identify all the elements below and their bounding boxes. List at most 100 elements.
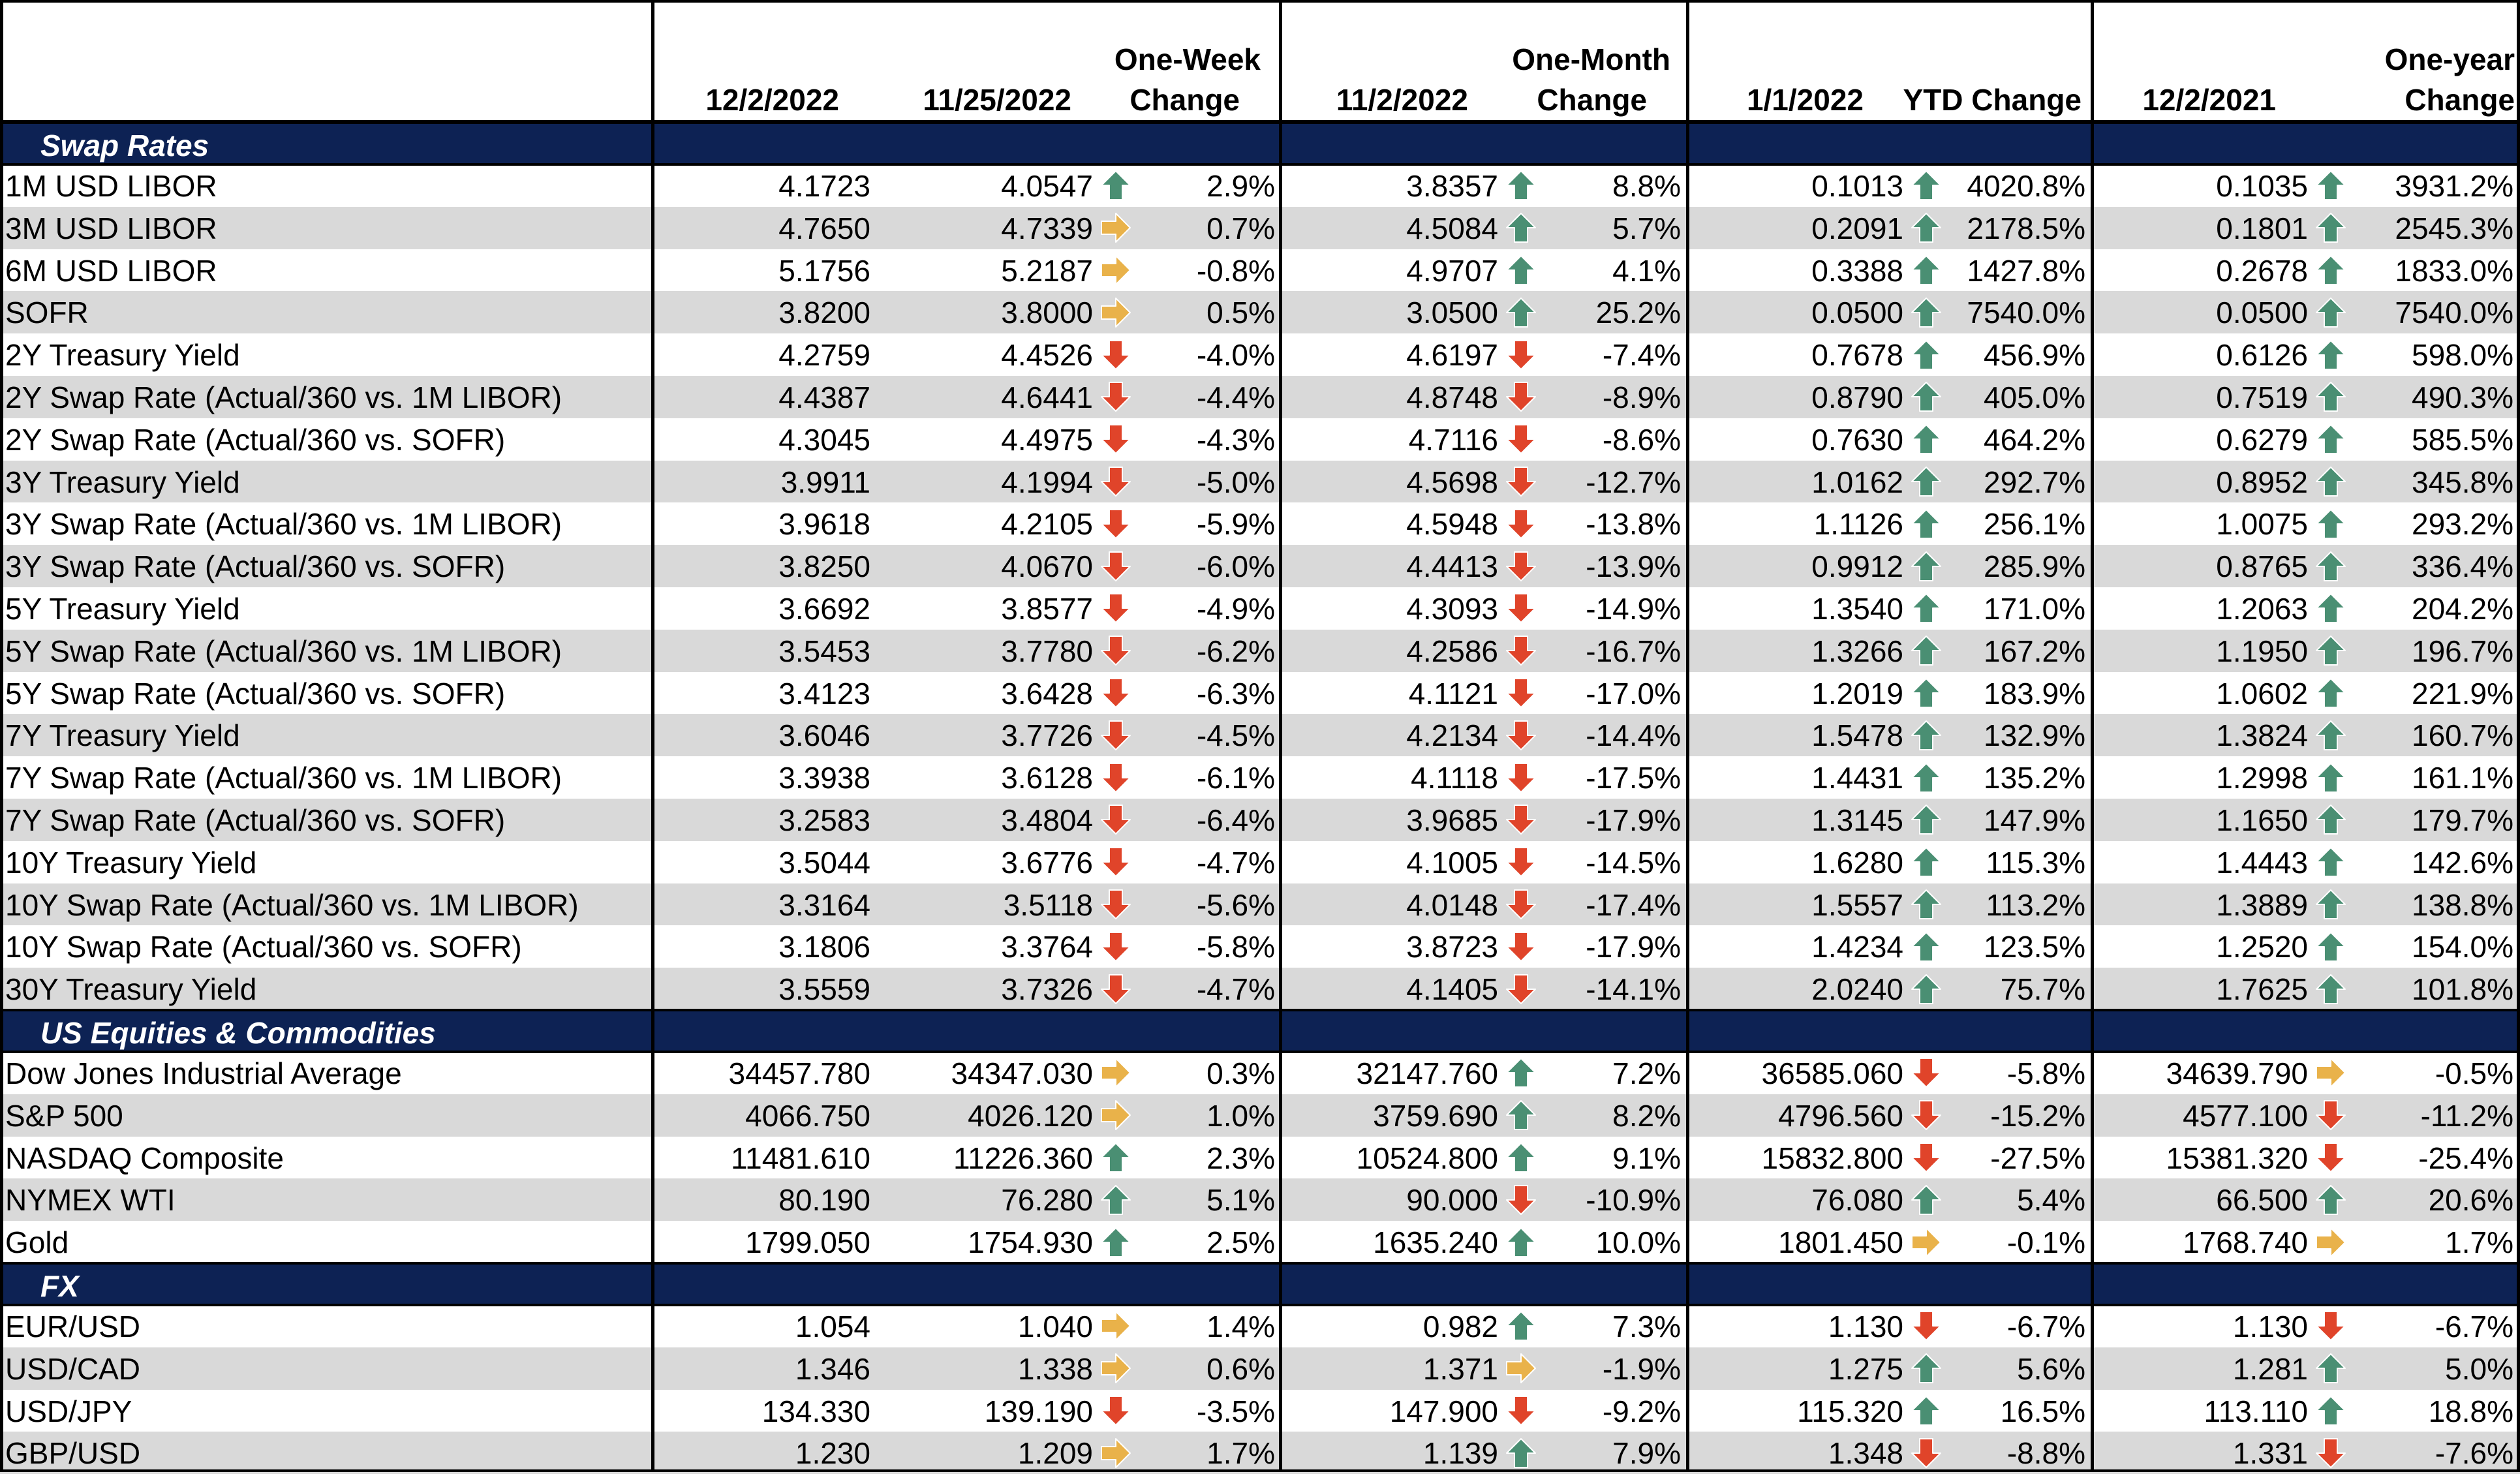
value-11-25-2022: 3.5118 bbox=[1003, 887, 1093, 922]
column-divider bbox=[1686, 0, 1689, 1472]
table-row: EUR/USD 1.054 1.040 1.4% 0.982 7.3% 1.130 -6.7%… bbox=[0, 1305, 2520, 1347]
arrow-right-icon bbox=[2314, 1056, 2348, 1090]
value-12-2-2022: 3.3938 bbox=[778, 761, 870, 795]
column-divider bbox=[651, 0, 654, 1472]
header-1-1-2022: 1/1/2022 bbox=[1746, 83, 1864, 117]
arrow-down-icon bbox=[1504, 718, 1538, 752]
arrow-right-icon bbox=[1099, 296, 1133, 330]
week-change: -4.3% bbox=[1196, 422, 1275, 457]
value-11-25-2022: 3.8000 bbox=[1001, 296, 1093, 330]
value-12-2-2021: 15381.320 bbox=[2166, 1141, 2308, 1175]
value-11-25-2022: 4.4975 bbox=[1001, 422, 1093, 457]
column-divider bbox=[2091, 0, 2094, 1472]
value-11-2-2022: 4.1005 bbox=[1406, 845, 1498, 880]
month-change: -13.8% bbox=[1586, 507, 1681, 542]
week-change: 2.3% bbox=[1206, 1141, 1275, 1175]
arrow-up-icon bbox=[1504, 1225, 1538, 1259]
arrow-down-icon bbox=[1909, 1309, 1943, 1343]
arrow-right-icon bbox=[1099, 1098, 1133, 1132]
value-12-2-2021: 1.3824 bbox=[2216, 718, 2308, 753]
arrow-up-icon bbox=[2314, 338, 2348, 372]
year-change: 7540.0% bbox=[2395, 296, 2513, 330]
horizontal-rule bbox=[0, 163, 2520, 166]
table-row: 3M USD LIBOR 4.7650 4.7339 0.7% 4.5084 5.7% 0.… bbox=[0, 206, 2520, 249]
value-12-2-2022: 4.4387 bbox=[778, 380, 870, 414]
arrow-right-icon bbox=[1099, 1056, 1133, 1090]
value-12-2-2022: 3.8250 bbox=[778, 549, 870, 584]
month-change: -13.9% bbox=[1586, 549, 1681, 584]
ytd-change: 1427.8% bbox=[1967, 253, 2085, 288]
value-11-25-2022: 3.6776 bbox=[1001, 845, 1093, 880]
value-1-1-2022: 36585.060 bbox=[1761, 1056, 1903, 1090]
value-1-1-2022: 4796.560 bbox=[1778, 1098, 1903, 1133]
value-11-2-2022: 0.982 bbox=[1422, 1310, 1498, 1343]
arrow-up-icon bbox=[2314, 422, 2348, 456]
value-12-2-2021: 0.2678 bbox=[2216, 253, 2308, 288]
value-1-1-2022: 0.9912 bbox=[1811, 549, 1903, 584]
arrow-up-icon bbox=[1909, 1394, 1943, 1428]
table-row: USD/JPY 134.330 139.190 -3.5% 147.900 -9.2% 11… bbox=[0, 1390, 2520, 1432]
value-11-25-2022: 1.209 bbox=[1017, 1436, 1093, 1471]
month-change: -17.9% bbox=[1586, 930, 1681, 964]
value-1-1-2022: 1.3266 bbox=[1811, 634, 1903, 668]
year-change: 598.0% bbox=[2411, 338, 2513, 373]
row-label: SOFR bbox=[5, 296, 89, 330]
week-change: 2.5% bbox=[1206, 1225, 1275, 1260]
arrow-up-icon bbox=[1504, 1141, 1538, 1175]
ytd-change: 5.6% bbox=[2017, 1351, 2085, 1386]
header-week-change-1: One-Week bbox=[1114, 42, 1261, 76]
horizontal-rule bbox=[0, 1304, 2520, 1306]
value-12-2-2021: 1.130 bbox=[2232, 1310, 2308, 1343]
arrow-up-icon bbox=[1909, 338, 1943, 372]
arrow-down-icon bbox=[1099, 887, 1133, 921]
value-12-2-2021: 0.7519 bbox=[2216, 380, 2308, 414]
column-divider bbox=[2517, 0, 2520, 1472]
year-change: 2545.3% bbox=[2395, 211, 2513, 245]
row-label: NASDAQ Composite bbox=[5, 1141, 284, 1175]
value-12-2-2021: 0.8765 bbox=[2216, 549, 2308, 584]
month-change: 8.2% bbox=[1612, 1098, 1681, 1133]
ytd-change: -6.7% bbox=[2006, 1310, 2085, 1343]
value-11-25-2022: 4026.120 bbox=[968, 1098, 1093, 1133]
value-11-25-2022: 4.7339 bbox=[1001, 211, 1093, 245]
week-change: -5.6% bbox=[1196, 887, 1275, 922]
arrow-up-icon bbox=[2314, 380, 2348, 414]
value-1-1-2022: 0.2091 bbox=[1811, 211, 1903, 245]
value-11-2-2022: 1635.240 bbox=[1373, 1225, 1498, 1260]
value-11-2-2022: 1.371 bbox=[1422, 1351, 1498, 1386]
week-change: -4.9% bbox=[1196, 592, 1275, 626]
month-change: -7.4% bbox=[1602, 338, 1681, 373]
value-12-2-2022: 3.5453 bbox=[778, 634, 870, 668]
value-1-1-2022: 1.4431 bbox=[1811, 761, 1903, 795]
table-row: NASDAQ Composite 11481.610 11226.360 2.3% 10… bbox=[0, 1137, 2520, 1179]
table-row: NYMEX WTI 80.190 76.280 5.1% 90.000 -10.9% 76.… bbox=[0, 1178, 2520, 1221]
horizontal-rule bbox=[0, 1262, 2520, 1265]
arrow-up-icon bbox=[2314, 211, 2348, 245]
table-row: Gold 1799.050 1754.930 2.5% 1635.240 10.0% 180… bbox=[0, 1221, 2520, 1263]
value-11-2-2022: 32147.760 bbox=[1356, 1056, 1498, 1090]
table-row: 2Y Swap Rate (Actual/360 vs. SOFR) 4.3045… bbox=[0, 418, 2520, 461]
row-label: Dow Jones Industrial Average bbox=[5, 1056, 402, 1090]
row-label: 5Y Swap Rate (Actual/360 vs. SOFR) bbox=[5, 676, 506, 711]
value-12-2-2021: 1.2520 bbox=[2216, 930, 2308, 964]
value-12-2-2022: 5.1756 bbox=[778, 253, 870, 288]
arrow-up-icon bbox=[1909, 422, 1943, 456]
year-change: 142.6% bbox=[2411, 845, 2513, 880]
value-12-2-2021: 0.6279 bbox=[2216, 422, 2308, 457]
table-row: USD/CAD 1.346 1.338 0.6% 1.371 -1.9% 1.275 5.6%… bbox=[0, 1347, 2520, 1390]
value-12-2-2021: 1.281 bbox=[2232, 1351, 2308, 1386]
value-11-25-2022: 1754.930 bbox=[968, 1225, 1093, 1260]
year-change: 221.9% bbox=[2411, 676, 2513, 711]
header-week-change-2: Change bbox=[1129, 83, 1240, 117]
month-change: -14.4% bbox=[1586, 718, 1681, 753]
year-change: 18.8% bbox=[2428, 1394, 2513, 1428]
row-label: Gold bbox=[5, 1225, 69, 1260]
value-12-2-2022: 3.5044 bbox=[778, 845, 870, 880]
table-row: 10Y Swap Rate (Actual/360 vs. 1M LIBOR) 3… bbox=[0, 883, 2520, 926]
ytd-change: 123.5% bbox=[1983, 930, 2085, 964]
value-11-25-2022: 3.6428 bbox=[1001, 676, 1093, 711]
year-change: 154.0% bbox=[2411, 930, 2513, 964]
value-12-2-2021: 0.1035 bbox=[2216, 169, 2308, 203]
arrow-down-icon bbox=[1504, 634, 1538, 668]
